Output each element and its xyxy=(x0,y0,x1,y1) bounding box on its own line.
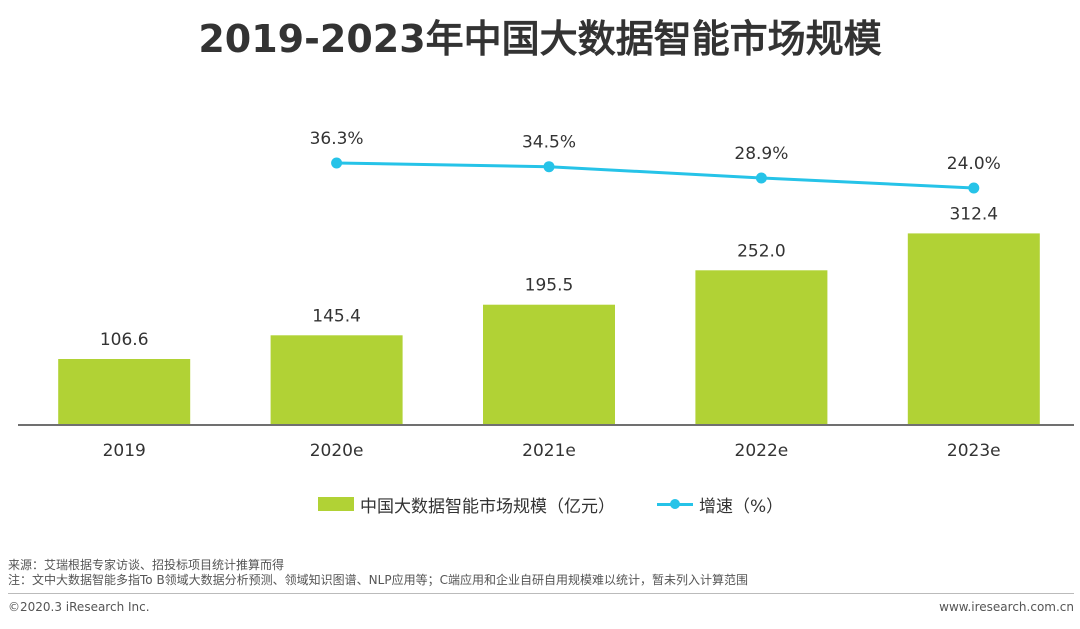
footnote: 注：文中大数据智能多指To B领域大数据分析预测、领域知识图谱、NLP应用等；C… xyxy=(8,573,748,587)
x-tick-label: 2019 xyxy=(103,441,146,461)
footer-divider xyxy=(8,593,1074,594)
growth-point xyxy=(543,161,555,173)
bar-2021e xyxy=(483,304,615,424)
bar-value-label: 106.6 xyxy=(100,330,149,350)
x-tick-label: 2023e xyxy=(947,441,1001,461)
bar-value-label: 145.4 xyxy=(312,306,361,326)
bar-2019 xyxy=(58,359,191,424)
bar-value-label: 312.4 xyxy=(949,204,998,224)
growth-value-label: 34.5% xyxy=(522,133,576,153)
bar-2023e xyxy=(907,233,1040,424)
growth-value-label: 28.9% xyxy=(734,144,788,164)
bar-value-label: 252.0 xyxy=(737,241,786,261)
bar-2020e xyxy=(270,335,403,424)
copyright-text: ©2020.3 iResearch Inc. xyxy=(8,600,150,614)
growth-point xyxy=(331,157,343,169)
growth-value-label: 24.0% xyxy=(947,154,1001,174)
bar-2022e xyxy=(695,270,828,424)
x-tick-label: 2020e xyxy=(310,441,364,461)
growth-point xyxy=(968,182,980,194)
growth-value-label: 36.3% xyxy=(310,129,364,149)
bar-value-label: 195.5 xyxy=(525,276,574,296)
notes: 来源：艾瑞根据专家访谈、招投标项目统计推算而得 注：文中大数据智能多指To B领… xyxy=(8,558,748,588)
legend-line-label: 增速（%） xyxy=(699,496,784,517)
legend-item-line: 增速（%） xyxy=(657,492,783,517)
source-note: 来源：艾瑞根据专家访谈、招投标项目统计推算而得 xyxy=(8,558,285,572)
x-tick-label: 2022e xyxy=(735,441,789,461)
legend-bar-label: 中国大数据智能市场规模（亿元） xyxy=(360,496,615,517)
x-tick-label: 2021e xyxy=(522,441,576,461)
growth-line xyxy=(336,161,974,190)
legend-item-bar: 中国大数据智能市场规模（亿元） xyxy=(318,492,615,517)
legend: 中国大数据智能市场规模（亿元） 增速（%） xyxy=(318,491,825,517)
legend-line-swatch xyxy=(657,497,693,511)
website-link[interactable]: www.iresearch.com.cn xyxy=(939,600,1074,614)
chart-title: 2019-2023年中国大数据智能市场规模 xyxy=(198,17,882,61)
legend-bar-swatch xyxy=(318,497,354,511)
growth-point xyxy=(755,172,767,184)
